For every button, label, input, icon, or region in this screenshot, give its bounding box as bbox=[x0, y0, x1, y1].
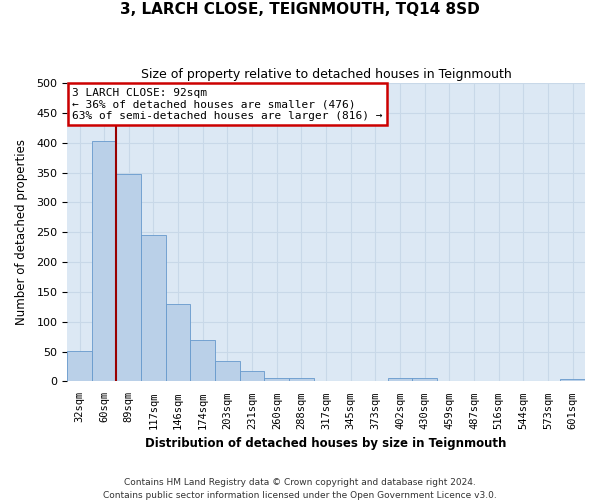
X-axis label: Distribution of detached houses by size in Teignmouth: Distribution of detached houses by size … bbox=[145, 437, 507, 450]
Bar bbox=[67, 351, 92, 382]
Bar bbox=[141, 234, 166, 382]
Text: 3 LARCH CLOSE: 92sqm
← 36% of detached houses are smaller (476)
63% of semi-deta: 3 LARCH CLOSE: 92sqm ← 36% of detached h… bbox=[73, 88, 383, 120]
Title: Size of property relative to detached houses in Teignmouth: Size of property relative to detached ho… bbox=[141, 68, 511, 80]
Bar bbox=[190, 340, 215, 382]
Bar bbox=[215, 360, 240, 382]
Bar bbox=[265, 378, 289, 382]
Bar bbox=[240, 370, 265, 382]
Bar bbox=[388, 378, 412, 382]
Bar bbox=[560, 379, 585, 382]
Bar bbox=[116, 174, 141, 382]
Text: 3, LARCH CLOSE, TEIGNMOUTH, TQ14 8SD: 3, LARCH CLOSE, TEIGNMOUTH, TQ14 8SD bbox=[120, 2, 480, 18]
Bar bbox=[314, 381, 338, 382]
Y-axis label: Number of detached properties: Number of detached properties bbox=[15, 139, 28, 325]
Bar bbox=[289, 378, 314, 382]
Bar bbox=[92, 141, 116, 382]
Bar bbox=[166, 304, 190, 382]
Text: Contains HM Land Registry data © Crown copyright and database right 2024.
Contai: Contains HM Land Registry data © Crown c… bbox=[103, 478, 497, 500]
Bar bbox=[412, 378, 437, 382]
